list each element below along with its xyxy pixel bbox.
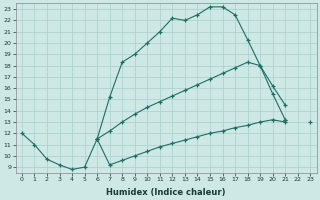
X-axis label: Humidex (Indice chaleur): Humidex (Indice chaleur) (106, 188, 226, 197)
